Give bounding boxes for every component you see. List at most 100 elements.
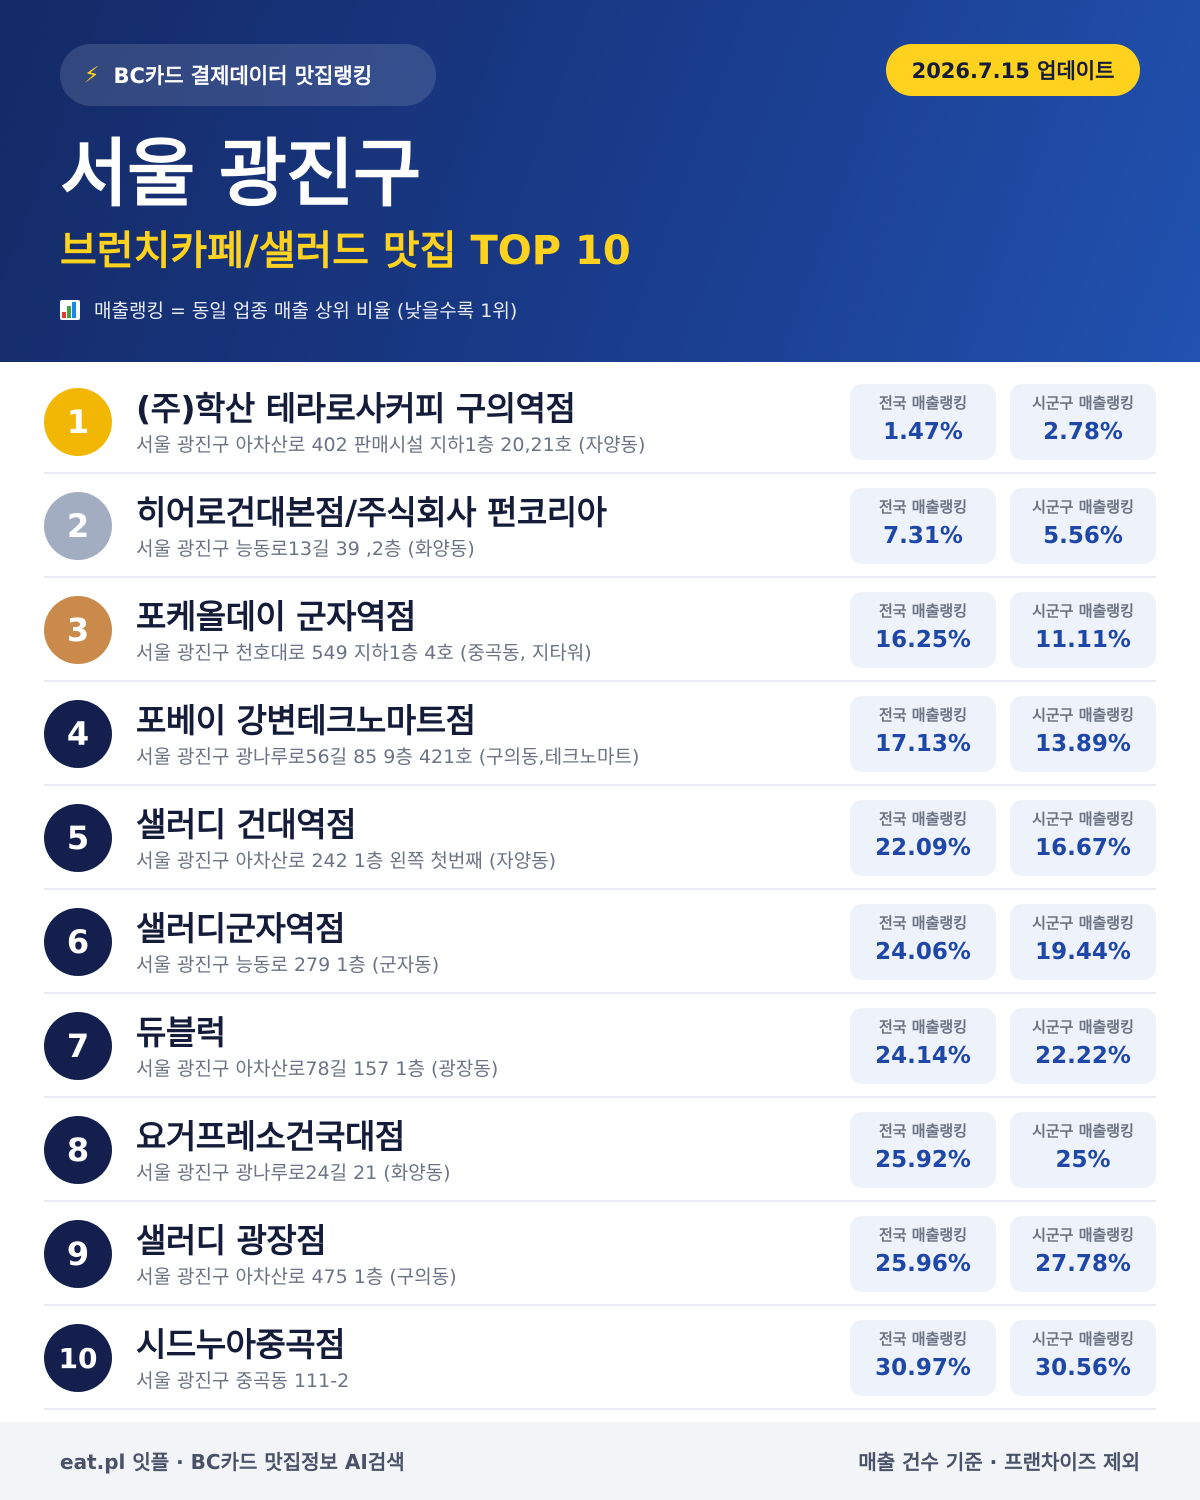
stat-label: 시군구 매출랭킹	[1032, 706, 1134, 724]
stat-value: 5.56%	[1043, 523, 1123, 549]
stat-label: 시군구 매출랭킹	[1032, 914, 1134, 932]
district-rank-card: 시군구 매출랭킹 13.89%	[1010, 696, 1156, 772]
rank-badge: 8	[44, 1116, 112, 1184]
stat-value: 16.25%	[875, 627, 971, 653]
stat-label: 전국 매출랭킹	[878, 1122, 968, 1140]
restaurant-name: 샐러디군자역점	[136, 909, 346, 948]
restaurant-name: (주)학산 테라로사커피 구의역점	[136, 389, 576, 428]
national-rank-card: 전국 매출랭킹 22.09%	[850, 800, 996, 876]
restaurant-address: 서울 광진구 아차산로 242 1층 왼쪽 첫번째 (자양동)	[136, 850, 557, 872]
stat-label: 시군구 매출랭킹	[1032, 1330, 1134, 1348]
district-rank-card: 시군구 매출랭킹 22.22%	[1010, 1008, 1156, 1084]
stat-value: 24.06%	[875, 939, 971, 965]
rank-badge: 3	[44, 596, 112, 664]
national-rank-card: 전국 매출랭킹 24.06%	[850, 904, 996, 980]
stat-value: 22.09%	[875, 835, 971, 861]
list-item[interactable]: 10 시드누아중곡점 서울 광진구 중곡동 111-2 전국 매출랭킹 30.97% 시군…	[44, 1306, 1156, 1410]
stat-label: 전국 매출랭킹	[878, 914, 968, 932]
district-rank-card: 시군구 매출랭킹 25%	[1010, 1112, 1156, 1188]
list-item[interactable]: 5 샐러디 건대역점 서울 광진구 아차산로 242 1층 왼쪽 첫번째 (자양동)…	[44, 786, 1156, 890]
stat-value: 25%	[1055, 1147, 1111, 1173]
national-rank-card: 전국 매출랭킹 24.14%	[850, 1008, 996, 1084]
restaurant-name: 샐러디 건대역점	[136, 805, 357, 844]
restaurant-name: 요거프레소건국대점	[136, 1117, 405, 1156]
rank-badge: 2	[44, 492, 112, 560]
list-item[interactable]: 8 요거프레소건국대점 서울 광진구 광나루로24길 21 (화양동) 전국 매출랭킹…	[44, 1098, 1156, 1202]
district-rank-card: 시군구 매출랭킹 19.44%	[1010, 904, 1156, 980]
stat-value: 16.67%	[1035, 835, 1131, 861]
stat-label: 시군구 매출랭킹	[1032, 1018, 1134, 1036]
stat-value: 27.78%	[1035, 1251, 1131, 1277]
bar-chart-icon	[60, 299, 80, 320]
stat-value: 30.56%	[1035, 1355, 1131, 1381]
district-rank-card: 시군구 매출랭킹 2.78%	[1010, 384, 1156, 460]
legend: 매출랭킹 = 동일 업종 매출 상위 비율 (낮을수록 1위)	[60, 296, 517, 323]
stat-label: 시군구 매출랭킹	[1032, 1122, 1134, 1140]
restaurant-address: 서울 광진구 능동로13길 39 ,2층 (화양동)	[136, 538, 475, 560]
rank-badge: 6	[44, 908, 112, 976]
stat-label: 전국 매출랭킹	[878, 810, 968, 828]
restaurant-name: 포베이 강변테크노마트점	[136, 701, 476, 740]
restaurant-name: 듀블럭	[136, 1013, 226, 1052]
restaurant-address: 서울 광진구 광나루로56길 85 9층 421호 (구의동,테크노마트)	[136, 746, 640, 768]
national-rank-card: 전국 매출랭킹 30.97%	[850, 1320, 996, 1396]
stat-label: 시군구 매출랭킹	[1032, 1226, 1134, 1244]
stat-value: 11.11%	[1035, 627, 1131, 653]
rank-badge: 1	[44, 388, 112, 456]
stat-label: 시군구 매출랭킹	[1032, 602, 1134, 620]
footer: eat.pl 잇플 · BC카드 맛집정보 AI검색 매출 건수 기준 · 프랜…	[0, 1422, 1200, 1500]
stat-label: 전국 매출랭킹	[878, 1226, 968, 1244]
restaurant-address: 서울 광진구 아차산로78길 157 1층 (광장동)	[136, 1058, 499, 1080]
rank-badge: 7	[44, 1012, 112, 1080]
legend-text: 매출랭킹 = 동일 업종 매출 상위 비율 (낮을수록 1위)	[94, 300, 518, 322]
page-title: 서울 광진구	[60, 131, 421, 217]
restaurant-address: 서울 광진구 능동로 279 1층 (군자동)	[136, 954, 440, 976]
stat-label: 전국 매출랭킹	[878, 1018, 968, 1036]
restaurant-name: 포케올데이 군자역점	[136, 597, 416, 636]
stat-value: 17.13%	[875, 731, 971, 757]
stat-value: 7.31%	[883, 523, 963, 549]
national-rank-card: 전국 매출랭킹 16.25%	[850, 592, 996, 668]
stat-value: 25.96%	[875, 1251, 971, 1277]
district-rank-card: 시군구 매출랭킹 5.56%	[1010, 488, 1156, 564]
source-pill: ⚡ BC카드 결제데이터 맛집랭킹	[60, 44, 436, 106]
district-rank-card: 시군구 매출랭킹 11.11%	[1010, 592, 1156, 668]
national-rank-card: 전국 매출랭킹 25.96%	[850, 1216, 996, 1292]
stat-label: 전국 매출랭킹	[878, 394, 968, 412]
stat-value: 25.92%	[875, 1147, 971, 1173]
stat-value: 19.44%	[1035, 939, 1131, 965]
national-rank-card: 전국 매출랭킹 25.92%	[850, 1112, 996, 1188]
stat-value: 13.89%	[1035, 731, 1131, 757]
stat-label: 전국 매출랭킹	[878, 1330, 968, 1348]
district-rank-card: 시군구 매출랭킹 27.78%	[1010, 1216, 1156, 1292]
stat-label: 전국 매출랭킹	[878, 498, 968, 516]
restaurant-name: 시드누아중곡점	[136, 1325, 346, 1364]
restaurant-address: 서울 광진구 아차산로 402 판매시설 지하1층 20,21호 (자양동)	[136, 434, 646, 456]
restaurant-address: 서울 광진구 아차산로 475 1층 (구의동)	[136, 1266, 457, 1288]
update-badge: 2026.7.15 업데이트	[886, 44, 1140, 96]
national-rank-card: 전국 매출랭킹 1.47%	[850, 384, 996, 460]
restaurant-name: 샐러디 광장점	[136, 1221, 327, 1260]
stat-value: 22.22%	[1035, 1043, 1131, 1069]
footer-credit: eat.pl 잇플 · BC카드 맛집정보 AI검색	[60, 1450, 405, 1474]
page-subtitle: 브런치카페/샐러드 맛집 TOP 10	[60, 228, 631, 274]
restaurant-address: 서울 광진구 중곡동 111-2	[136, 1370, 350, 1392]
restaurant-address: 서울 광진구 천호대로 549 지하1층 4호 (중곡동, 지타워)	[136, 642, 592, 664]
stat-label: 시군구 매출랭킹	[1032, 498, 1134, 516]
stat-value: 30.97%	[875, 1355, 971, 1381]
list-item[interactable]: 9 샐러디 광장점 서울 광진구 아차산로 475 1층 (구의동) 전국 매출랭킹 2…	[44, 1202, 1156, 1306]
rank-badge: 4	[44, 700, 112, 768]
list-item[interactable]: 2 히어로건대본점/주식회사 펀코리아 서울 광진구 능동로13길 39 ,2층 (…	[44, 474, 1156, 578]
stat-label: 전국 매출랭킹	[878, 602, 968, 620]
stat-value: 2.78%	[1043, 419, 1123, 445]
national-rank-card: 전국 매출랭킹 17.13%	[850, 696, 996, 772]
source-label: BC카드 결제데이터 맛집랭킹	[113, 64, 373, 88]
stat-label: 시군구 매출랭킹	[1032, 810, 1134, 828]
lightning-icon: ⚡	[84, 62, 100, 88]
